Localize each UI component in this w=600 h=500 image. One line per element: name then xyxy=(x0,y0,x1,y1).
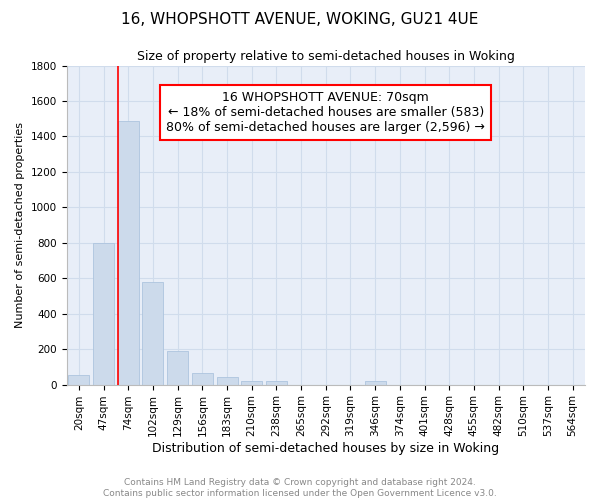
Bar xyxy=(192,373,213,384)
Bar xyxy=(167,351,188,384)
Bar xyxy=(217,377,238,384)
Text: 16, WHOPSHOTT AVENUE, WOKING, GU21 4UE: 16, WHOPSHOTT AVENUE, WOKING, GU21 4UE xyxy=(121,12,479,28)
Text: Contains HM Land Registry data © Crown copyright and database right 2024.
Contai: Contains HM Land Registry data © Crown c… xyxy=(103,478,497,498)
Bar xyxy=(93,243,114,384)
Bar xyxy=(118,120,139,384)
Bar xyxy=(365,380,386,384)
Y-axis label: Number of semi-detached properties: Number of semi-detached properties xyxy=(15,122,25,328)
Text: 16 WHOPSHOTT AVENUE: 70sqm
← 18% of semi-detached houses are smaller (583)
80% o: 16 WHOPSHOTT AVENUE: 70sqm ← 18% of semi… xyxy=(166,91,485,134)
Title: Size of property relative to semi-detached houses in Woking: Size of property relative to semi-detach… xyxy=(137,50,515,63)
Bar xyxy=(241,380,262,384)
Bar xyxy=(142,282,163,384)
Bar xyxy=(68,375,89,384)
X-axis label: Distribution of semi-detached houses by size in Woking: Distribution of semi-detached houses by … xyxy=(152,442,499,455)
Bar xyxy=(266,382,287,384)
